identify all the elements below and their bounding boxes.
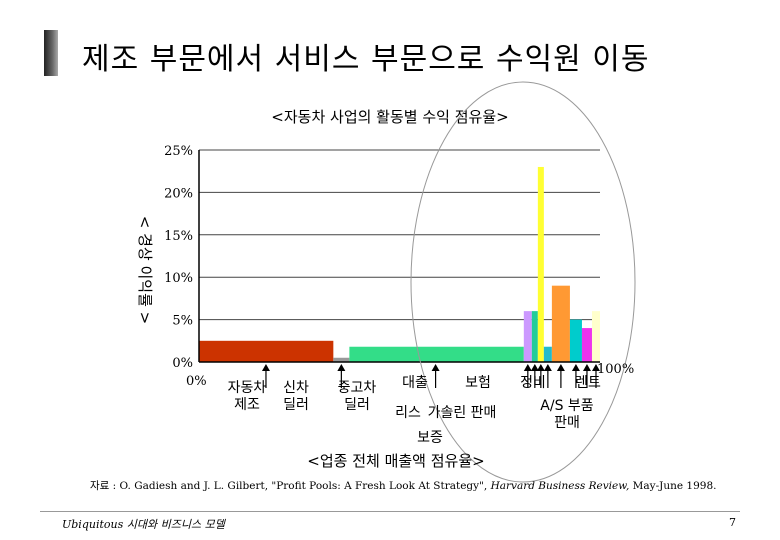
category-label: 가솔린 판매 [428,405,497,421]
category-label: 보증 [417,430,443,446]
callout-arrow-head [523,364,532,371]
category-label-line: 딜러 [344,397,370,413]
footer-title: Ubiquitous 시대와 비즈니스 모델 [62,518,225,531]
category-label: 렌트 [575,375,601,391]
y-axis-label: < 경상 이익률 > [136,216,154,324]
page-number: 7 [729,516,736,529]
bar-segment [551,285,570,362]
page-title: 제조 부문에서 서비스 부문으로 수익원 이동 [82,42,650,77]
callout-arrow-head [536,364,545,371]
service-highlight-ellipse [410,81,636,483]
category-label: 신차 딜러 [283,380,309,413]
callout-arrow-head [582,364,591,371]
y-tick-label: 25% [164,144,193,159]
category-label: A/S 부품 판매 [540,398,594,431]
category-label-line: 딜러 [283,397,309,413]
category-label: 중고차 딜러 [338,380,377,413]
bar-segment [349,346,524,362]
footer-divider [40,511,740,512]
bar-segment [531,311,538,362]
callout-arrow-head [431,364,440,371]
category-label-line: A/S 부품 [540,398,594,414]
callout-arrow-head [530,364,539,371]
category-label: 자동차 제조 [228,380,267,413]
x-end-label: 100% [597,362,634,377]
category-label: 대출 [402,375,428,391]
y-tick-label: 15% [164,229,193,244]
category-label: 보험 [465,375,491,391]
bar-segment [591,311,600,362]
category-label: 정비 [520,375,546,391]
y-tick-label: 20% [164,186,193,201]
category-label: 리스 [395,405,421,421]
bar-segment [581,328,592,362]
callout-arrow-head [556,364,565,371]
source-journal: Harvard Business Review, [490,480,630,492]
y-tick-label: 0% [172,356,193,371]
callout-arrow-head [571,364,580,371]
title-accent-bar [44,30,58,76]
callout-arrow-head [337,364,346,371]
callout-arrow-head [591,364,600,371]
source-prefix: 자료 : O. Gadiesh and J. L. Gilbert, "Prof… [90,480,491,492]
y-tick-label: 10% [164,271,193,286]
bar-segment [537,166,544,362]
category-label-line: 판매 [554,415,580,431]
bar-segment [523,311,532,362]
source-suffix: May-June 1998. [629,480,717,492]
source-citation: 자료 : O. Gadiesh and J. L. Gilbert, "Prof… [90,478,717,493]
bar-segment [199,340,334,362]
y-tick-label: 5% [172,314,193,329]
category-label-line: 중고차 [338,380,377,396]
callout-arrow-head [261,364,270,371]
category-label-line: 제조 [234,397,260,413]
bar-segment [569,319,582,362]
x-axis-label: <업종 전체 매출액 점유율> [307,452,484,470]
bar-segment [333,357,350,362]
category-label-line: 신차 [283,380,309,396]
callout-arrow-head [543,364,552,371]
chart-title: <자동차 사업의 활동별 수익 점유율> [271,108,509,126]
bar-segment [543,346,552,362]
x-start-label: 0% [186,374,207,389]
category-label-line: 자동차 [228,380,267,396]
